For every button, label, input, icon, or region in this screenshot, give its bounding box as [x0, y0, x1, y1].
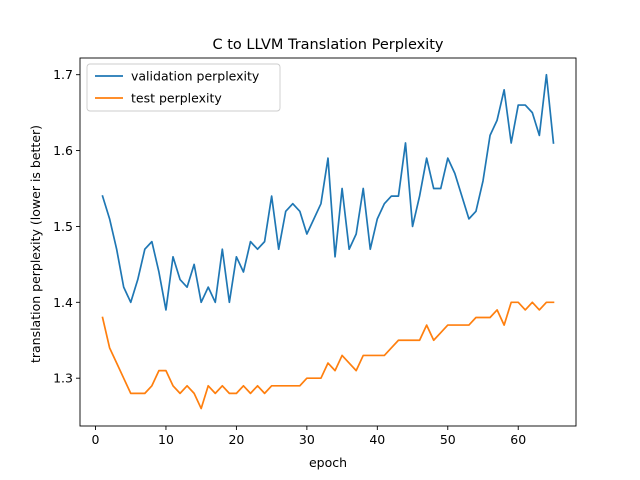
x-tick-label: 60	[510, 432, 526, 447]
legend: validation perplexity test perplexity	[86, 63, 281, 112]
plot-area	[79, 57, 577, 427]
x-tick-label: 40	[369, 432, 385, 447]
x-tick-label: 30	[299, 432, 315, 447]
y-axis: 1.3 1.4 1.5 1.6 1.7	[53, 67, 80, 386]
plot-frame	[79, 57, 577, 427]
x-tick-label: 10	[158, 432, 174, 447]
x-tick-label: 0	[92, 432, 100, 447]
y-tick-label: 1.4	[53, 295, 73, 310]
x-tick-label: 50	[440, 432, 456, 447]
y-axis-label: translation perplexity (lower is better)	[28, 125, 43, 363]
series-line-test	[101, 301, 555, 410]
legend-box	[86, 63, 281, 112]
series-line-validation	[101, 73, 555, 311]
x-axis: 0 10 20 30 40 50 60	[92, 426, 526, 447]
y-tick-label: 1.6	[53, 143, 73, 158]
y-tick-label: 1.5	[53, 219, 73, 234]
x-axis-label: epoch	[309, 455, 347, 470]
y-tick-label: 1.7	[53, 67, 73, 82]
chart-title: C to LLVM Translation Perplexity	[212, 37, 443, 53]
legend-label: test perplexity	[131, 91, 222, 106]
x-tick-label: 20	[228, 432, 244, 447]
legend-label: validation perplexity	[131, 69, 260, 84]
y-tick-label: 1.3	[53, 371, 73, 386]
